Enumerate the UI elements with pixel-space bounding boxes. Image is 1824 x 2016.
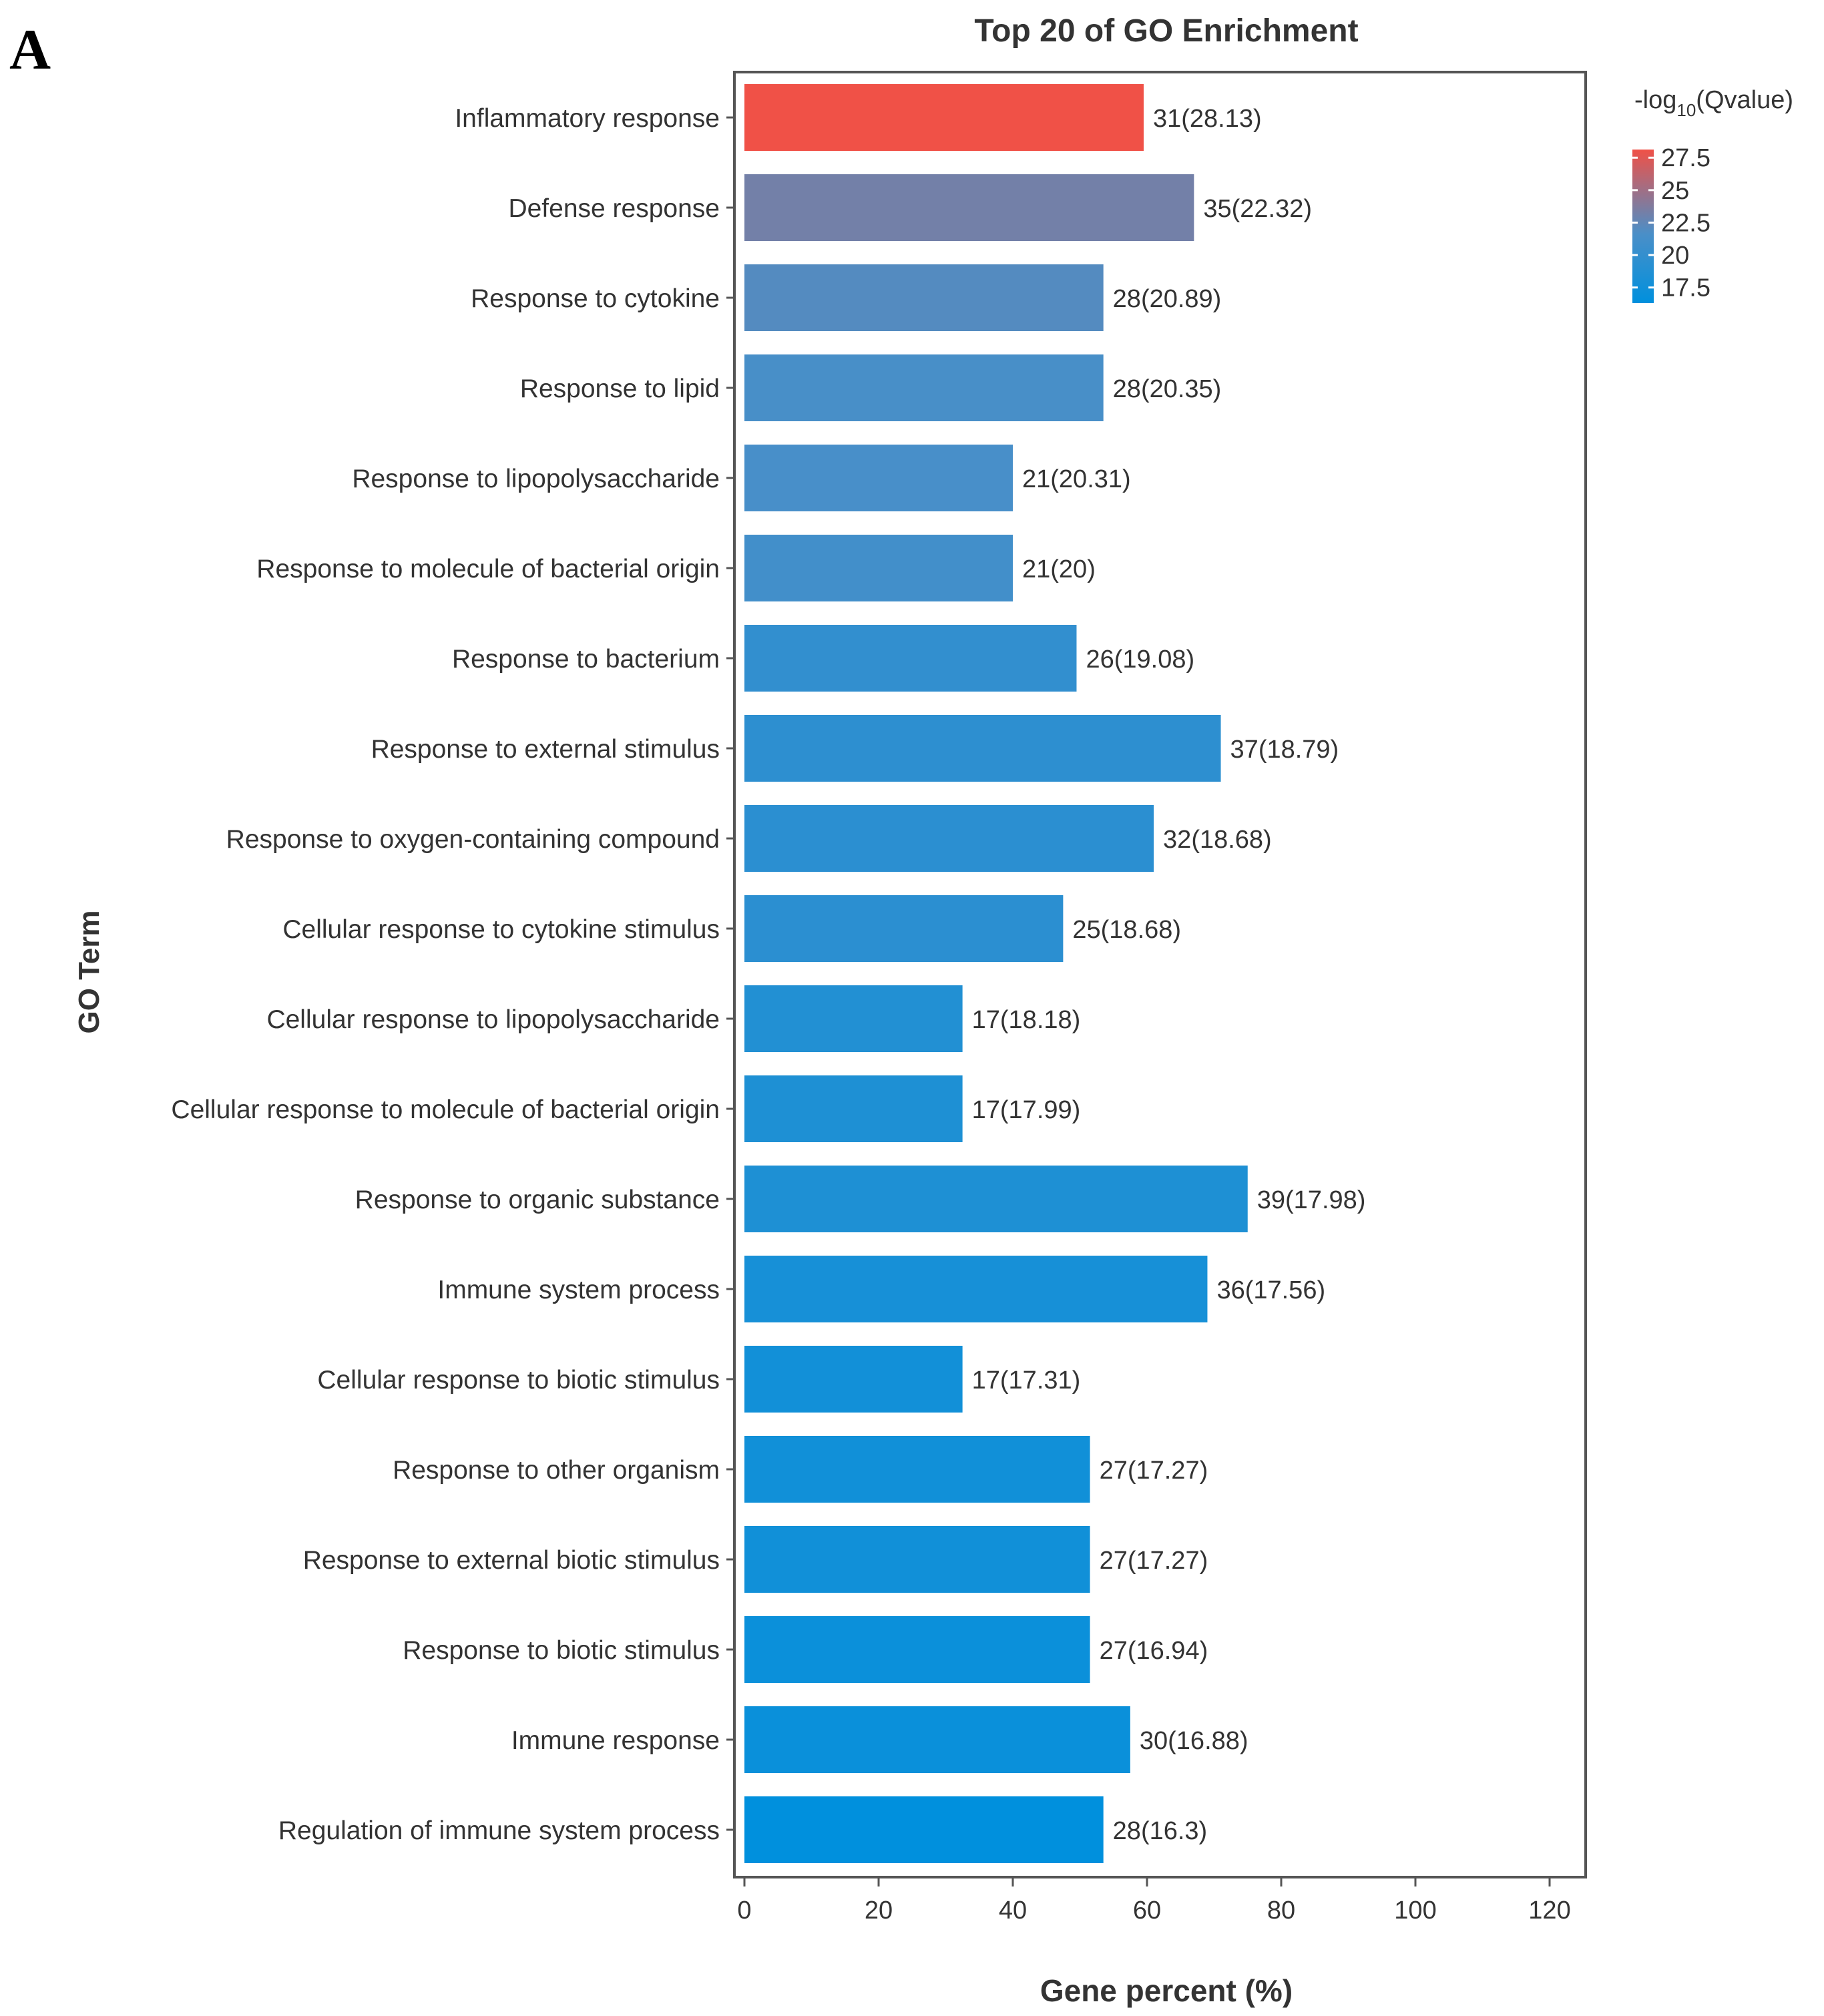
y-tick-label: Immune system process — [437, 1276, 720, 1304]
y-tick-label: Cellular response to molecule of bacteri… — [171, 1095, 720, 1124]
data-label: 25(18.68) — [1072, 916, 1181, 944]
chart-title: Top 20 of GO Enrichment — [974, 13, 1358, 49]
bar — [744, 84, 1144, 151]
bar — [744, 535, 1013, 601]
bar — [744, 1075, 963, 1142]
panel-label: A — [9, 17, 51, 81]
data-label: 27(17.27) — [1100, 1457, 1208, 1485]
y-tick-label: Immune response — [511, 1726, 720, 1755]
data-label: 36(17.56) — [1216, 1276, 1325, 1304]
legend-tick-label: 22.5 — [1661, 209, 1711, 237]
y-tick-label: Response to external biotic stimulus — [303, 1546, 720, 1575]
data-label: 26(19.08) — [1086, 646, 1194, 674]
data-label: 17(17.99) — [972, 1096, 1081, 1124]
data-label: 28(20.35) — [1113, 375, 1222, 403]
bar — [744, 1616, 1090, 1683]
data-label: 35(22.32) — [1203, 195, 1312, 223]
y-tick-label: Response to cytokine — [471, 284, 720, 313]
y-tick-label: Cellular response to cytokine stimulus — [282, 915, 720, 944]
data-label: 28(16.3) — [1113, 1817, 1208, 1845]
y-tick-label: Response to oxygen-containing compound — [226, 825, 720, 854]
data-label: 27(17.27) — [1100, 1547, 1208, 1575]
y-tick-label: Inflammatory response — [455, 104, 720, 133]
bar — [744, 1796, 1104, 1863]
legend-tick-label: 20 — [1661, 242, 1689, 270]
y-tick-label: Defense response — [508, 194, 720, 223]
data-label: 17(18.18) — [972, 1006, 1081, 1034]
y-tick-label: Response to bacterium — [452, 645, 720, 674]
data-label: 28(20.89) — [1113, 285, 1222, 313]
legend-tick-label: 25 — [1661, 177, 1689, 205]
y-axis-label: GO Term — [73, 910, 105, 1033]
x-tick-label: 120 — [1528, 1897, 1570, 1925]
plot-frame — [733, 71, 1587, 1878]
y-tick-label: Cellular response to lipopolysaccharide — [266, 1005, 720, 1034]
data-label: 27(16.94) — [1100, 1637, 1208, 1665]
bar — [744, 1166, 1248, 1232]
bar — [744, 354, 1104, 421]
bar — [744, 445, 1013, 511]
legend-colorbar — [1632, 150, 1654, 303]
data-label: 21(20.31) — [1022, 465, 1131, 493]
y-tick-label: Regulation of immune system process — [278, 1816, 720, 1845]
bar — [744, 1256, 1208, 1322]
bar — [744, 985, 963, 1052]
y-tick-label: Response to other organism — [393, 1456, 720, 1485]
x-tick-label: 60 — [1133, 1897, 1161, 1925]
x-tick-label: 0 — [737, 1897, 751, 1925]
data-label: 17(17.31) — [972, 1366, 1081, 1395]
y-tick-label: Response to lipid — [520, 374, 720, 403]
bar — [744, 1346, 963, 1413]
bar — [744, 805, 1154, 872]
x-tick-label: 40 — [999, 1897, 1027, 1925]
data-label: 31(28.13) — [1153, 105, 1262, 133]
data-label: 21(20) — [1022, 555, 1096, 583]
bar — [744, 625, 1077, 692]
y-tick-label: Response to external stimulus — [371, 735, 720, 764]
bar — [744, 895, 1064, 962]
bar — [744, 174, 1194, 241]
bar — [744, 264, 1104, 331]
bar — [744, 715, 1221, 782]
bar — [744, 1436, 1090, 1503]
x-tick-label: 100 — [1394, 1897, 1436, 1925]
data-label: 39(17.98) — [1257, 1186, 1366, 1214]
y-tick-label: Response to lipopolysaccharide — [352, 465, 720, 493]
bar — [744, 1706, 1130, 1773]
y-tick-label: Response to organic substance — [355, 1186, 720, 1214]
bar — [744, 1526, 1090, 1593]
data-label: 37(18.79) — [1230, 736, 1339, 764]
y-tick-label: Response to biotic stimulus — [403, 1636, 720, 1665]
legend-tick-label: 27.5 — [1661, 144, 1711, 172]
legend-title: -log10(Qvalue) — [1634, 86, 1793, 120]
data-label: 30(16.88) — [1140, 1727, 1248, 1755]
x-axis-label: Gene percent (%) — [1040, 1973, 1293, 2008]
data-label: 32(18.68) — [1163, 826, 1272, 854]
x-tick-label: 20 — [865, 1897, 893, 1925]
x-tick-label: 80 — [1267, 1897, 1295, 1925]
y-tick-label: Cellular response to biotic stimulus — [317, 1366, 720, 1395]
y-tick-label: Response to molecule of bacterial origin — [256, 555, 720, 583]
legend-tick-label: 17.5 — [1661, 274, 1711, 302]
